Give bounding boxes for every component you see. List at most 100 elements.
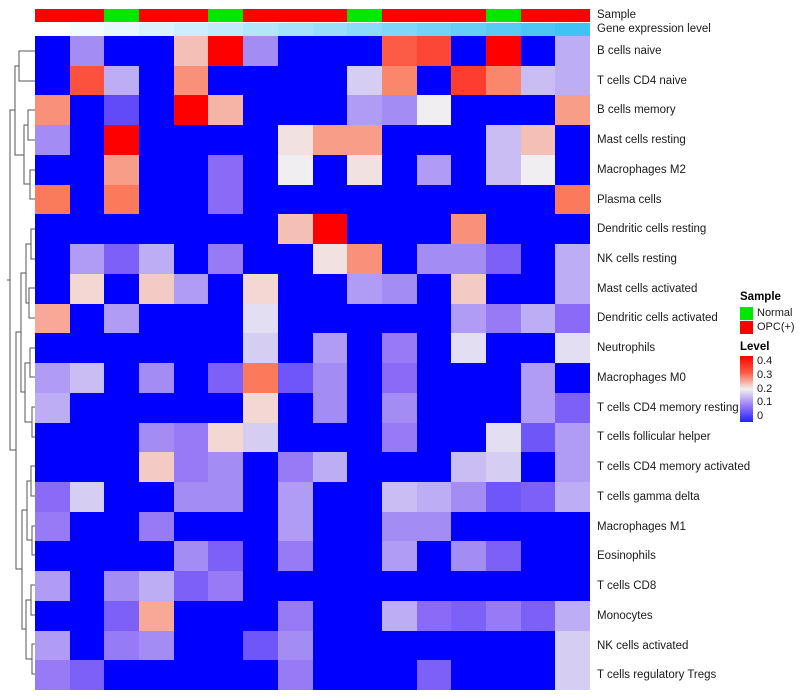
heatmap-cell [104, 422, 140, 453]
heatmap-cell [451, 184, 486, 215]
heatmap-cell [347, 65, 382, 96]
legend-swatch-normal [740, 306, 753, 320]
heatmap-cell [451, 660, 486, 691]
annotation-cell-gene-10 [347, 23, 382, 36]
heatmap-cell [347, 422, 382, 453]
row-label: T cells gamma delta [597, 490, 700, 503]
heatmap-cell [69, 541, 105, 572]
heatmap-cell [347, 214, 382, 245]
heatmap-cell [555, 333, 590, 364]
row-label: Dendritic cells activated [597, 312, 718, 325]
legend-level-title: Level [740, 341, 770, 353]
heatmap-cell [485, 273, 521, 304]
heatmap-cell [381, 214, 417, 245]
heatmap-cell [381, 154, 417, 185]
legend-item-opc: OPC(+) [740, 320, 800, 334]
row-label: NK cells resting [597, 253, 677, 265]
heatmap-row [35, 541, 590, 572]
annotation-cell-gene-6 [208, 23, 244, 36]
heatmap-cell [520, 630, 556, 661]
annotation-cell-gene-15 [520, 23, 556, 36]
heatmap-cell [35, 630, 70, 661]
annotation-cell-gene-12 [416, 23, 452, 36]
heatmap-cell [347, 630, 382, 661]
heatmap-cell [208, 244, 244, 274]
heatmap-cell [555, 65, 590, 96]
heatmap-grid [35, 36, 590, 691]
heatmap-cell [485, 125, 521, 155]
heatmap-cell [485, 333, 521, 364]
legend-label-normal: Normal [757, 307, 793, 319]
heatmap-cell [312, 95, 348, 126]
heatmap-cell [69, 273, 105, 304]
heatmap-cell [69, 600, 105, 631]
annotation-label-gene-expression: Gene expression level [597, 23, 711, 35]
heatmap-row [35, 184, 590, 215]
heatmap-cell [243, 125, 278, 155]
annotation-cell-sample-6 [208, 9, 244, 22]
heatmap-cell [139, 184, 174, 215]
heatmap-cell [485, 95, 521, 126]
heatmap-cell [208, 541, 244, 572]
heatmap-cell [520, 333, 556, 364]
annotation-label-sample: Sample [597, 9, 636, 21]
heatmap-row [35, 600, 590, 631]
annotation-cell-sample-4 [139, 9, 174, 22]
heatmap-cell [173, 36, 209, 66]
heatmap-cell [35, 571, 70, 601]
heatmap-cell [277, 125, 313, 155]
heatmap-cell [520, 154, 556, 185]
heatmap-cell [555, 630, 590, 661]
heatmap-cell [139, 214, 174, 245]
colorbar-tick: 0.2 [757, 382, 773, 395]
heatmap-cell [35, 660, 70, 691]
heatmap-cell [139, 541, 174, 572]
heatmap-cell [485, 392, 521, 423]
heatmap-cell [451, 541, 486, 572]
heatmap-cell [139, 303, 174, 334]
annotation-bar-sample [35, 9, 590, 22]
heatmap-cell [312, 184, 348, 215]
row-label: Neutrophils [597, 342, 656, 355]
heatmap-row [35, 392, 590, 423]
heatmap-cell [381, 65, 417, 96]
heatmap-cell [416, 422, 452, 453]
heatmap-cell [69, 65, 105, 96]
legend-item-normal: Normal [740, 306, 800, 320]
heatmap-cell [520, 422, 556, 453]
heatmap-cell [416, 482, 452, 512]
heatmap-cell [451, 244, 486, 274]
heatmap-cell [208, 363, 244, 393]
heatmap-cell [416, 630, 452, 661]
annotation-cell-gene-5 [173, 23, 209, 36]
annotation-cell-sample-12 [416, 9, 452, 22]
heatmap-cell [243, 452, 278, 483]
legend-label-opc: OPC(+) [757, 321, 795, 333]
heatmap-cell [312, 273, 348, 304]
heatmap-cell [139, 95, 174, 126]
row-label: Plasma cells [597, 193, 662, 206]
legend-sample: Sample Normal OPC(+) [740, 291, 800, 334]
heatmap-cell [381, 363, 417, 393]
heatmap-cell [451, 154, 486, 185]
heatmap-cell [416, 36, 452, 66]
heatmap-row [35, 333, 590, 364]
heatmap-cell [139, 125, 174, 155]
heatmap-cell [277, 184, 313, 215]
legend-sample-title: Sample [740, 291, 781, 303]
heatmap-cell [347, 273, 382, 304]
annotation-cell-gene-7 [243, 23, 278, 36]
heatmap-cell [416, 273, 452, 304]
annotation-cell-gene-4 [139, 23, 174, 36]
heatmap-cell [451, 600, 486, 631]
heatmap-cell [208, 452, 244, 483]
heatmap-cell [35, 600, 70, 631]
annotation-cell-sample-1 [35, 9, 70, 22]
heatmap-row [35, 422, 590, 453]
heatmap-cell [485, 303, 521, 334]
heatmap-cell [312, 630, 348, 661]
heatmap-cell [243, 630, 278, 661]
heatmap-cell [139, 65, 174, 96]
heatmap-cell [381, 630, 417, 661]
